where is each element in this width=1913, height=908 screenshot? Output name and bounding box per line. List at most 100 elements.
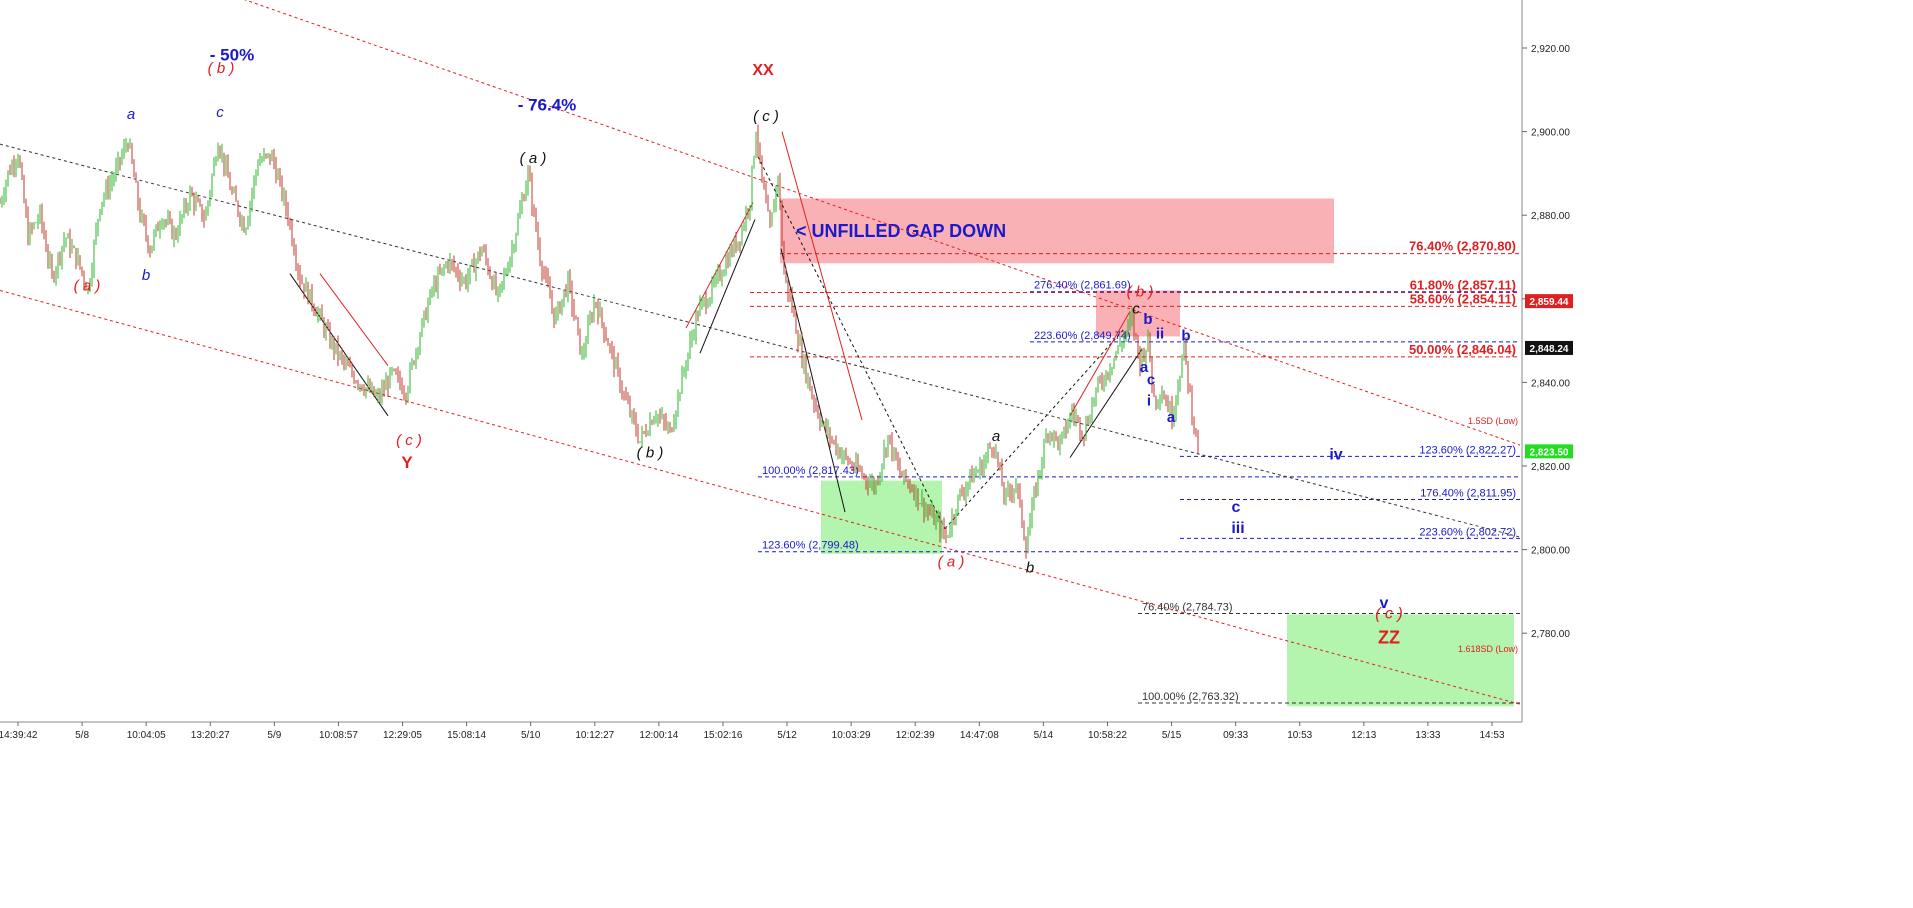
zones-layer: < UNFILLED GAP DOWN bbox=[780, 198, 1514, 707]
wedge-line bbox=[1069, 311, 1131, 417]
x-tick-label: 10:12:27 bbox=[575, 730, 614, 741]
x-tick-label: 5/14 bbox=[1034, 730, 1054, 741]
wave-label: ZZ bbox=[1378, 628, 1400, 648]
x-tick-label: 12:13 bbox=[1351, 730, 1376, 741]
fib-label: 50.00% (2,846.04) bbox=[1409, 342, 1516, 357]
x-tick-label: 12:29:05 bbox=[383, 730, 422, 741]
wave-label: b bbox=[1026, 560, 1034, 577]
x-tick-label: 5/10 bbox=[521, 730, 541, 741]
x-tick-label: 09:33 bbox=[1223, 730, 1248, 741]
fib-label: 58.60% (2,854.11) bbox=[1410, 291, 1516, 306]
wave-label: a bbox=[992, 428, 1000, 445]
price-tag bbox=[1525, 294, 1573, 309]
x-tick-label: 12:00:14 bbox=[639, 730, 678, 741]
wave-label: iii bbox=[1231, 520, 1244, 537]
channel-line bbox=[0, 289, 1521, 705]
x-tick-label: 10:58:22 bbox=[1088, 730, 1127, 741]
x-tick-label: 15:02:16 bbox=[703, 730, 742, 741]
zone-box bbox=[780, 198, 1334, 264]
wave-label: ( a ) bbox=[520, 150, 547, 167]
x-tick-label: 14:47:08 bbox=[960, 730, 999, 741]
x-tick-label: 14:53 bbox=[1479, 730, 1504, 741]
wave-label: v bbox=[1380, 595, 1389, 612]
wedges-layer bbox=[289, 131, 1143, 513]
wave-label: XX bbox=[752, 62, 774, 79]
y-tick-label: 2,820.00 bbox=[1531, 462, 1570, 473]
wave-label: ( b ) bbox=[1127, 284, 1154, 301]
wedge-line bbox=[781, 131, 863, 421]
wedge-line bbox=[289, 273, 389, 417]
fib-label: 100.00% (2,817.43) bbox=[762, 465, 859, 477]
x-tick-label: 5/15 bbox=[1162, 730, 1182, 741]
y-tick-label: 2,900.00 bbox=[1531, 128, 1570, 139]
fib-label: 61.80% (2,857.11) bbox=[1410, 278, 1516, 293]
price-tag bbox=[1525, 340, 1573, 355]
fib-label: 223.60% (2,802.72) bbox=[1419, 526, 1516, 538]
retracement-lines-layer: 76.40% (2,870.80) 61.80% (2,857.11)58.60%… bbox=[750, 239, 1520, 704]
y-tick-label: 2,780.00 bbox=[1531, 629, 1570, 640]
fib-label: 276.40% (2,861.69) bbox=[1034, 280, 1131, 292]
zone-box bbox=[1287, 614, 1514, 707]
price-tag-label: 2,823.50 bbox=[1530, 447, 1569, 458]
x-tick-label: 14:39:42 bbox=[0, 730, 38, 741]
channel-line bbox=[244, 0, 1521, 446]
price-tag-label: 2,848.24 bbox=[1530, 344, 1569, 355]
axes-layer: 2,920.002,900.002,880.002,860.002,840.00… bbox=[0, 0, 1573, 741]
wave-label: iv bbox=[1329, 447, 1342, 464]
price-layer bbox=[0, 124, 1199, 559]
x-tick-label: 10:04:05 bbox=[127, 730, 166, 741]
wave-label: b bbox=[1181, 328, 1190, 345]
y-tick-label: 2,880.00 bbox=[1531, 211, 1570, 222]
x-tick-label: 10:53 bbox=[1287, 730, 1312, 741]
price-tag-label: 2,859.44 bbox=[1530, 297, 1569, 308]
x-tick-label: 13:33 bbox=[1415, 730, 1440, 741]
wave-label: ( a ) bbox=[938, 553, 965, 570]
wave-label: Y bbox=[401, 453, 413, 472]
wave-label: i bbox=[1147, 392, 1151, 409]
fib-label: 76.40% (2,784.73) bbox=[1142, 602, 1233, 614]
channels-layer bbox=[0, 0, 1521, 705]
zone-box bbox=[1096, 290, 1180, 337]
fib-label: 176.40% (2,811.95) bbox=[1420, 487, 1516, 499]
x-tick-label: 5/9 bbox=[267, 730, 281, 741]
wave-label: a bbox=[1140, 359, 1149, 376]
wave-label: ( c ) bbox=[396, 432, 422, 449]
wave-label: a bbox=[1167, 409, 1176, 426]
wedge-line bbox=[319, 273, 389, 366]
wave-label: c bbox=[1132, 300, 1140, 317]
wave-label: ( b ) bbox=[637, 445, 664, 462]
x-tick-label: 5/12 bbox=[777, 730, 797, 741]
y-tick-label: 2,920.00 bbox=[1531, 44, 1570, 55]
wave-label: - 76.4% bbox=[518, 96, 577, 115]
sd-label: 1.5SD (Low) bbox=[1468, 416, 1518, 426]
x-tick-label: 12:02:39 bbox=[896, 730, 935, 741]
wave-label: a bbox=[127, 106, 135, 123]
wave-label: ( a ) bbox=[74, 277, 101, 294]
price-tag bbox=[1525, 444, 1573, 459]
x-tick-label: 10:08:57 bbox=[319, 730, 358, 741]
x-tick-label: 5/8 bbox=[75, 730, 89, 741]
wedge-line bbox=[1069, 348, 1143, 458]
sd-label: 1.618SD (Low) bbox=[1458, 644, 1518, 654]
zone-label: < UNFILLED GAP DOWN bbox=[796, 221, 1006, 241]
x-tick-label: 13:20:27 bbox=[191, 730, 230, 741]
wedge-line bbox=[699, 219, 756, 354]
wave-label: c bbox=[1147, 371, 1155, 388]
fib-label: 223.60% (2,849.74) bbox=[1034, 330, 1131, 342]
fib-label: 100.00% (2,763.32) bbox=[1142, 691, 1239, 703]
x-tick-label: 10:03:29 bbox=[832, 730, 871, 741]
wave-label: ii bbox=[1156, 326, 1164, 343]
wave-label: - 50% bbox=[210, 46, 254, 65]
x-tick-label: 15:08:14 bbox=[447, 730, 486, 741]
wave-label: c bbox=[216, 104, 224, 121]
wave-label: ( b ) bbox=[208, 60, 235, 77]
swing-line bbox=[944, 327, 1126, 530]
y-tick-label: 2,840.00 bbox=[1531, 378, 1570, 389]
channel-line bbox=[0, 143, 1521, 538]
wave-label: ( c ) bbox=[1375, 606, 1403, 623]
fib-label: 76.40% (2,870.80) bbox=[1409, 239, 1516, 254]
y-tick-label: 2,800.00 bbox=[1531, 546, 1570, 557]
wave-label: b bbox=[1143, 311, 1152, 328]
